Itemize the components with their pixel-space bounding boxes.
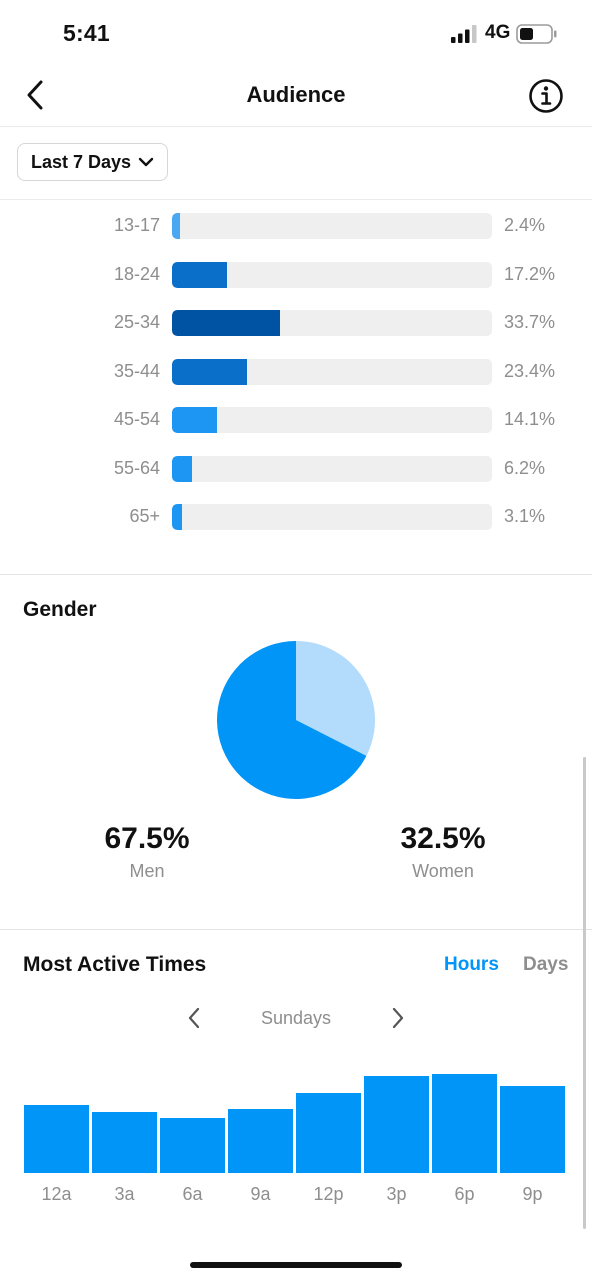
- age-bar-track: [172, 261, 492, 288]
- women-label: Women: [412, 861, 474, 881]
- active-hours-chart: 12a 3a 6a 9a 12p 3p 6p 9p: [24, 1074, 565, 1204]
- age-range-row: 65+ 3.1%: [0, 502, 592, 532]
- navigation-header: Audience: [0, 66, 592, 127]
- chevron-left-icon: [27, 80, 43, 110]
- age-bar-track: [172, 213, 492, 239]
- day-label: Sundays: [260, 1008, 332, 1028]
- hour-tick-label: 9p: [522, 1184, 542, 1204]
- status-bar: 5:41 4G: [0, 0, 592, 64]
- age-range-percent: 2.4%: [504, 215, 546, 235]
- hour-bar: [24, 1105, 89, 1173]
- age-bar-fill: [172, 261, 228, 288]
- section-divider: [0, 574, 592, 575]
- hour-tick-label: 12a: [41, 1184, 72, 1204]
- age-range-percent: 33.7%: [504, 312, 556, 332]
- battery-icon: [516, 24, 557, 44]
- filter-row: Last 7 Days: [0, 127, 592, 200]
- age-bar-fill: [172, 504, 182, 530]
- previous-day-button[interactable]: [186, 1005, 202, 1031]
- age-range-percent: 3.1%: [504, 506, 546, 526]
- back-button[interactable]: [18, 78, 52, 112]
- age-bar-fill: [172, 455, 192, 482]
- age-range-row: 13-17 2.4%: [0, 211, 592, 241]
- page-title: Audience: [246, 82, 346, 107]
- age-range-label: 35-44: [113, 360, 160, 381]
- gender-pie-chart: [216, 641, 375, 799]
- age-bar-track: [172, 358, 492, 385]
- age-bar-track: [172, 504, 492, 530]
- age-range-row: 55-64 6.2%: [0, 454, 592, 484]
- hour-bar: [364, 1076, 429, 1173]
- age-range-percent: 14.1%: [504, 409, 556, 429]
- age-bar-fill: [172, 407, 218, 433]
- men-pie-slice: [216, 641, 367, 799]
- status-time: 5:41: [63, 20, 110, 46]
- age-range-row: 35-44 23.4%: [0, 357, 592, 387]
- age-range-label: 25-34: [113, 312, 160, 332]
- hour-bar: [296, 1093, 361, 1173]
- scrollbar[interactable]: [583, 757, 586, 1229]
- hour-tick-label: 6a: [182, 1184, 203, 1204]
- days-tab[interactable]: Days: [523, 954, 569, 975]
- hour-bar: [432, 1074, 497, 1173]
- hour-tick-label: 3a: [114, 1184, 135, 1204]
- age-bar-track: [172, 407, 492, 433]
- women-percentage: 32.5%: [400, 822, 486, 855]
- women-pie-slice: [296, 641, 375, 756]
- age-range-percent: 6.2%: [504, 457, 546, 478]
- date-range-dropdown[interactable]: Last 7 Days: [17, 143, 169, 181]
- home-indicator: [190, 1262, 402, 1268]
- age-range-row: 45-54 14.1%: [0, 405, 592, 435]
- network-type: 4G: [485, 22, 511, 43]
- date-range-label: Last 7 Days: [31, 151, 132, 172]
- age-range-label: 55-64: [113, 457, 160, 478]
- hour-bar: [92, 1112, 157, 1173]
- age-bar-fill: [172, 310, 280, 336]
- hour-tick-label: 12p: [313, 1184, 343, 1204]
- age-range-label: 13-17: [113, 215, 160, 235]
- age-bar-fill: [172, 358, 247, 385]
- age-range-row: 18-24 17.2%: [0, 260, 592, 290]
- age-range-row: 25-34 33.7%: [0, 308, 592, 338]
- info-icon[interactable]: [528, 78, 564, 114]
- most-active-times-title: Most Active Times: [23, 953, 207, 976]
- hour-tick-label: 9a: [250, 1184, 271, 1204]
- gender-title: Gender: [23, 598, 97, 621]
- age-bar-fill: [172, 213, 180, 239]
- day-navigator: Sundays: [0, 1003, 592, 1035]
- hours-tab[interactable]: Hours: [444, 954, 499, 975]
- hour-bar: [500, 1086, 565, 1173]
- chevron-down-icon: [138, 157, 154, 167]
- hour-tick-label: 3p: [386, 1184, 406, 1204]
- hour-tick-label: 6p: [454, 1184, 474, 1204]
- men-percentage: 67.5%: [104, 822, 190, 855]
- age-range-label: 18-24: [113, 263, 160, 284]
- section-divider: [0, 929, 592, 930]
- men-label: Men: [129, 861, 165, 881]
- age-range-percent: 17.2%: [504, 263, 556, 284]
- next-day-button[interactable]: [390, 1005, 406, 1031]
- hour-bar: [160, 1118, 225, 1173]
- age-range-percent: 23.4%: [504, 360, 556, 381]
- age-range-label: 45-54: [113, 409, 160, 429]
- cellular-signal-icon: [451, 25, 477, 43]
- age-range-label: 65+: [129, 506, 160, 526]
- age-bar-track: [172, 455, 492, 482]
- age-bar-track: [172, 310, 492, 336]
- hour-bar: [228, 1109, 293, 1173]
